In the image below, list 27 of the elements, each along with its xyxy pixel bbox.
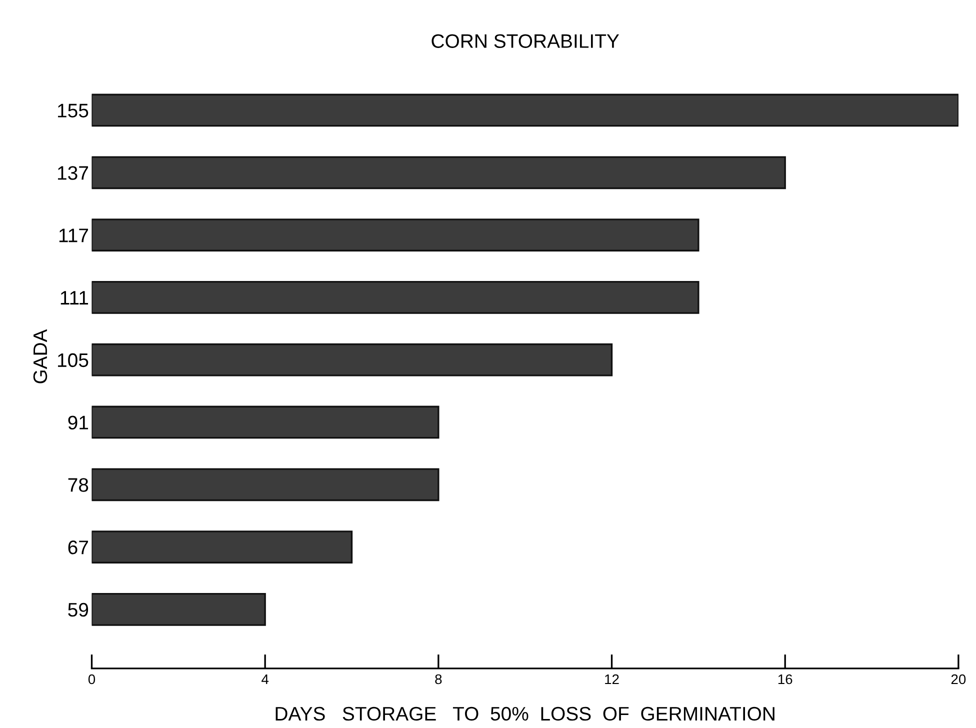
y-tick-label: 117 bbox=[59, 228, 88, 242]
y-tick-label: 111 bbox=[60, 291, 88, 304]
y-tick-label: 155 bbox=[58, 104, 88, 118]
x-tick-label: 4 bbox=[262, 674, 269, 684]
x-tick-label: 12 bbox=[605, 674, 619, 684]
x-tick-label: 16 bbox=[778, 674, 792, 684]
bar bbox=[92, 94, 958, 127]
bar bbox=[92, 468, 440, 502]
x-tick-label: 20 bbox=[951, 674, 966, 684]
y-tick-label: 67 bbox=[68, 540, 88, 554]
x-axis-title: DAYS STORAGE TO 50% LOSS OF GERMINATION bbox=[276, 706, 774, 721]
y-axis-title: GADA bbox=[33, 329, 48, 384]
chart-title: CORN STORABILITY bbox=[432, 34, 620, 48]
bar bbox=[92, 218, 700, 252]
bar bbox=[92, 343, 613, 376]
y-tick-label: 137 bbox=[58, 166, 88, 180]
y-tick-label: 78 bbox=[68, 478, 88, 492]
x-tick-label: 0 bbox=[88, 674, 96, 684]
x-tick-label: 8 bbox=[435, 674, 442, 684]
y-tick-label: 105 bbox=[58, 353, 88, 368]
bar bbox=[92, 406, 440, 439]
y-tick-label: 91 bbox=[68, 416, 88, 430]
bar bbox=[92, 281, 700, 314]
bar bbox=[92, 530, 353, 564]
y-tick-label: 59 bbox=[68, 602, 88, 617]
bar bbox=[92, 593, 266, 626]
bar bbox=[92, 156, 786, 190]
